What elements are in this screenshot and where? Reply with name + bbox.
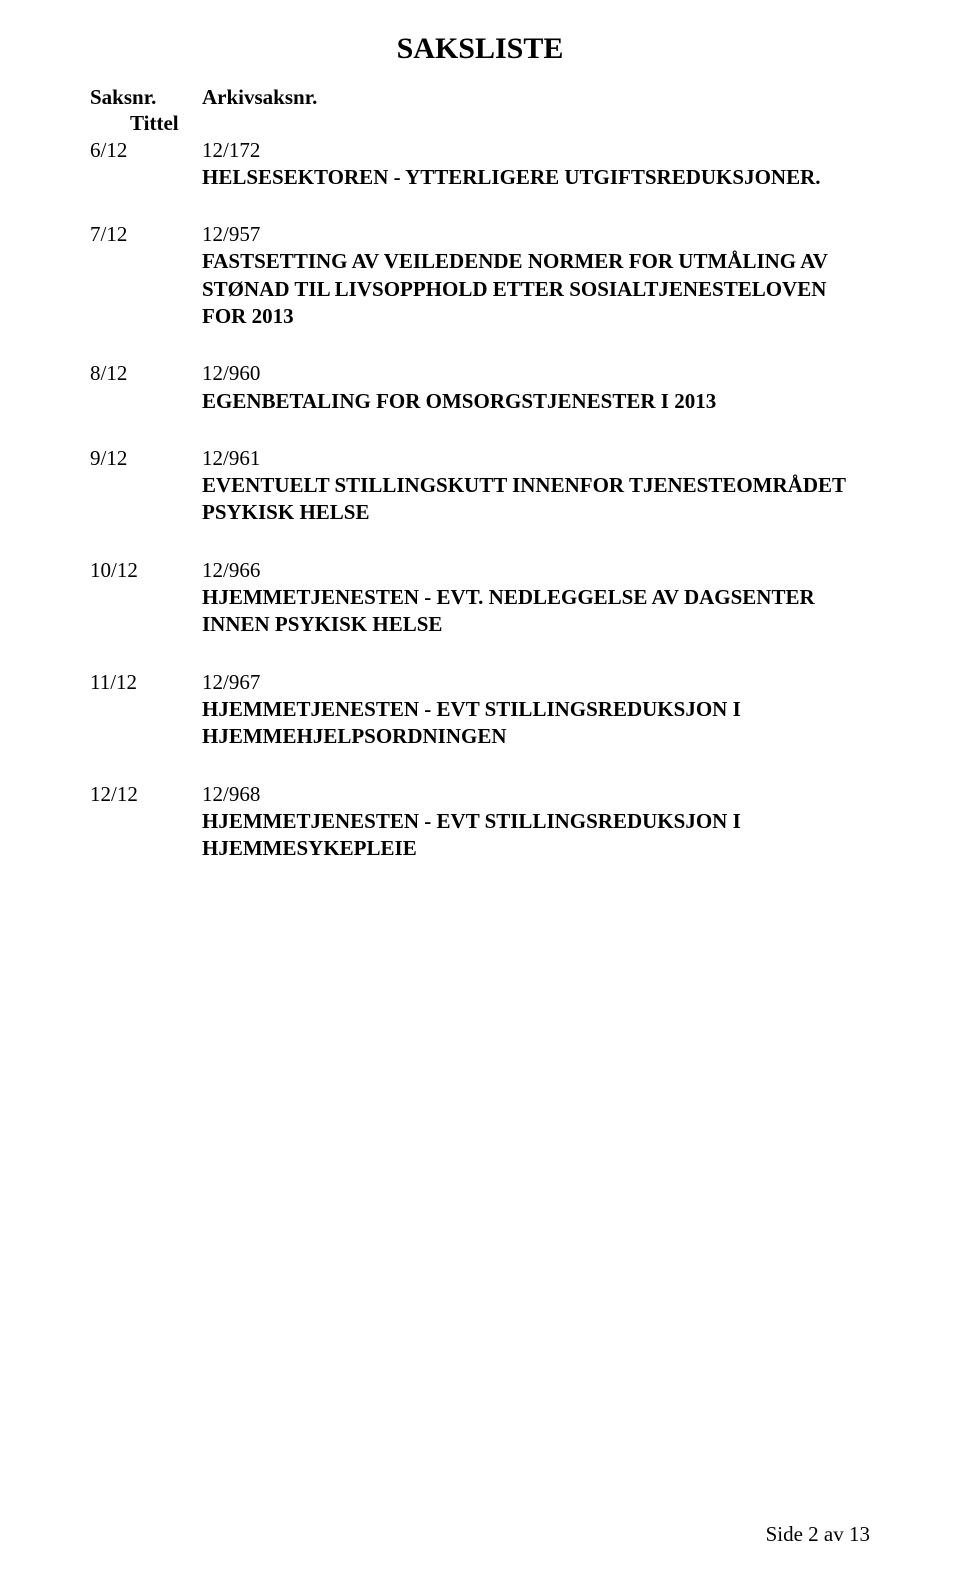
item-title: EGENBETALING FOR OMSORGSTJENESTER I 2013 (202, 388, 870, 415)
item-arkivsaksnr: 12/957 (202, 221, 870, 248)
list-item: 12/1212/968HJEMMETJENESTEN - EVT STILLIN… (90, 781, 870, 863)
item-arkivsaksnr: 12/966 (202, 557, 870, 584)
item-header-row: 7/1212/957 (90, 221, 870, 248)
item-title: HJEMMETJENESTEN - EVT. NEDLEGGELSE AV DA… (202, 584, 870, 639)
item-arkivsaksnr: 12/960 (202, 360, 870, 387)
page-footer: Side 2 av 13 (766, 1522, 870, 1547)
list-item: 9/1212/961EVENTUELT STILLINGSKUTT INNENF… (90, 445, 870, 527)
item-header-row: 6/1212/172 (90, 137, 870, 164)
item-saksnr: 7/12 (90, 221, 202, 248)
item-saksnr: 12/12 (90, 781, 202, 808)
header-arkivsaksnr: Arkivsaksnr. (202, 84, 870, 110)
item-header-row: 8/1212/960 (90, 360, 870, 387)
item-saksnr: 9/12 (90, 445, 202, 472)
item-arkivsaksnr: 12/961 (202, 445, 870, 472)
item-title: FASTSETTING AV VEILEDENDE NORMER FOR UTM… (202, 248, 870, 330)
item-saksnr: 10/12 (90, 557, 202, 584)
item-saksnr: 6/12 (90, 137, 202, 164)
list-item: 10/1212/966HJEMMETJENESTEN - EVT. NEDLEG… (90, 557, 870, 639)
column-headers: Saksnr. Arkivsaksnr. (90, 84, 870, 110)
items-list: 6/1212/172HELSESEKTOREN - YTTERLIGERE UT… (90, 137, 870, 863)
item-header-row: 10/1212/966 (90, 557, 870, 584)
item-arkivsaksnr: 12/968 (202, 781, 870, 808)
list-item: 6/1212/172HELSESEKTOREN - YTTERLIGERE UT… (90, 137, 870, 192)
item-arkivsaksnr: 12/967 (202, 669, 870, 696)
list-item: 8/1212/960EGENBETALING FOR OMSORGSTJENES… (90, 360, 870, 415)
item-saksnr: 8/12 (90, 360, 202, 387)
item-title: HJEMMETJENESTEN - EVT STILLINGSREDUKSJON… (202, 808, 870, 863)
page-title: SAKSLISTE (90, 32, 870, 66)
page: SAKSLISTE Saksnr. Arkivsaksnr. Tittel 6/… (0, 0, 960, 1595)
item-header-row: 11/1212/967 (90, 669, 870, 696)
item-title: EVENTUELT STILLINGSKUTT INNENFOR TJENEST… (202, 472, 870, 527)
item-arkivsaksnr: 12/172 (202, 137, 870, 164)
header-tittel: Tittel (130, 110, 870, 136)
item-title: HJEMMETJENESTEN - EVT STILLINGSREDUKSJON… (202, 696, 870, 751)
header-saksnr: Saksnr. (90, 84, 202, 110)
list-item: 7/1212/957FASTSETTING AV VEILEDENDE NORM… (90, 221, 870, 330)
item-saksnr: 11/12 (90, 669, 202, 696)
item-header-row: 9/1212/961 (90, 445, 870, 472)
item-title: HELSESEKTOREN - YTTERLIGERE UTGIFTSREDUK… (202, 164, 870, 191)
list-item: 11/1212/967HJEMMETJENESTEN - EVT STILLIN… (90, 669, 870, 751)
item-header-row: 12/1212/968 (90, 781, 870, 808)
